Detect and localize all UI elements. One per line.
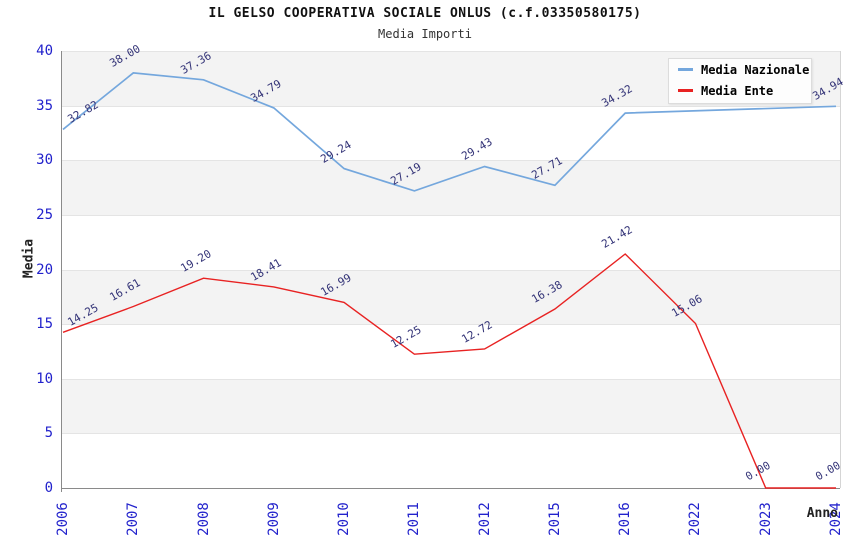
legend: Media Nazionale Media Ente — [668, 58, 812, 104]
x-tick-label: 2007 — [125, 502, 142, 536]
gridline — [61, 51, 840, 52]
gridline — [61, 105, 840, 107]
gridline — [61, 378, 840, 380]
x-tick-label: 2008 — [195, 502, 212, 536]
y-tick-label: 40 — [36, 43, 53, 59]
x-tick-label: 2022 — [687, 502, 704, 536]
data-point-label: 29.43 — [459, 135, 495, 164]
plot-band — [61, 378, 840, 434]
x-tick-label: 2016 — [617, 502, 634, 536]
gridline — [61, 214, 840, 216]
plot-right-border — [840, 51, 841, 488]
gridline — [61, 269, 840, 271]
legend-label-media-ente: Media Ente — [701, 83, 774, 98]
x-axis-title: Anno — [806, 506, 838, 521]
y-tick-label: 25 — [36, 206, 53, 223]
y-tick-label: 15 — [36, 316, 53, 333]
legend-label-media-nazionale: Media Nazionale — [701, 62, 810, 77]
y-tick-label: 30 — [36, 152, 53, 169]
y-tick-label: 0 — [44, 480, 53, 496]
data-point-label: 0.00 — [813, 458, 843, 484]
y-tick-label: 10 — [36, 370, 53, 387]
plot-band — [61, 269, 840, 325]
x-tick-label: 2023 — [757, 502, 774, 536]
legend-swatch-ente-icon — [678, 89, 693, 92]
y-tick-label: 5 — [44, 425, 53, 442]
chart-subtitle: Media Importi — [378, 27, 472, 41]
legend-item-media-ente: Media Ente — [669, 80, 811, 101]
gridline — [61, 160, 840, 162]
legend-swatch-nazionale-icon — [678, 68, 693, 71]
chart-title: IL GELSO COOPERATIVA SOCIALE ONLUS (c.f.… — [208, 6, 642, 21]
y-axis-line — [61, 51, 62, 492]
x-tick-label: 2006 — [55, 502, 71, 536]
plot-band — [61, 160, 840, 215]
gridline — [61, 433, 840, 435]
y-axis-title: Media — [21, 238, 37, 279]
data-point-label: 0.00 — [742, 458, 773, 484]
y-tick-label: 35 — [36, 97, 53, 114]
y-tick-label: 20 — [36, 261, 53, 278]
data-point-label: 12.25 — [388, 323, 424, 352]
gridline — [61, 324, 840, 326]
x-axis-line — [61, 488, 840, 489]
x-tick-label: 2009 — [265, 502, 282, 536]
x-tick-label: 2012 — [476, 502, 493, 536]
x-tick-label: 2010 — [336, 502, 353, 536]
x-tick-label: 2015 — [546, 502, 563, 536]
data-point-label: 21.42 — [599, 223, 635, 251]
x-tick-label: 2011 — [406, 502, 423, 536]
legend-item-media-nazionale: Media Nazionale — [669, 59, 811, 80]
